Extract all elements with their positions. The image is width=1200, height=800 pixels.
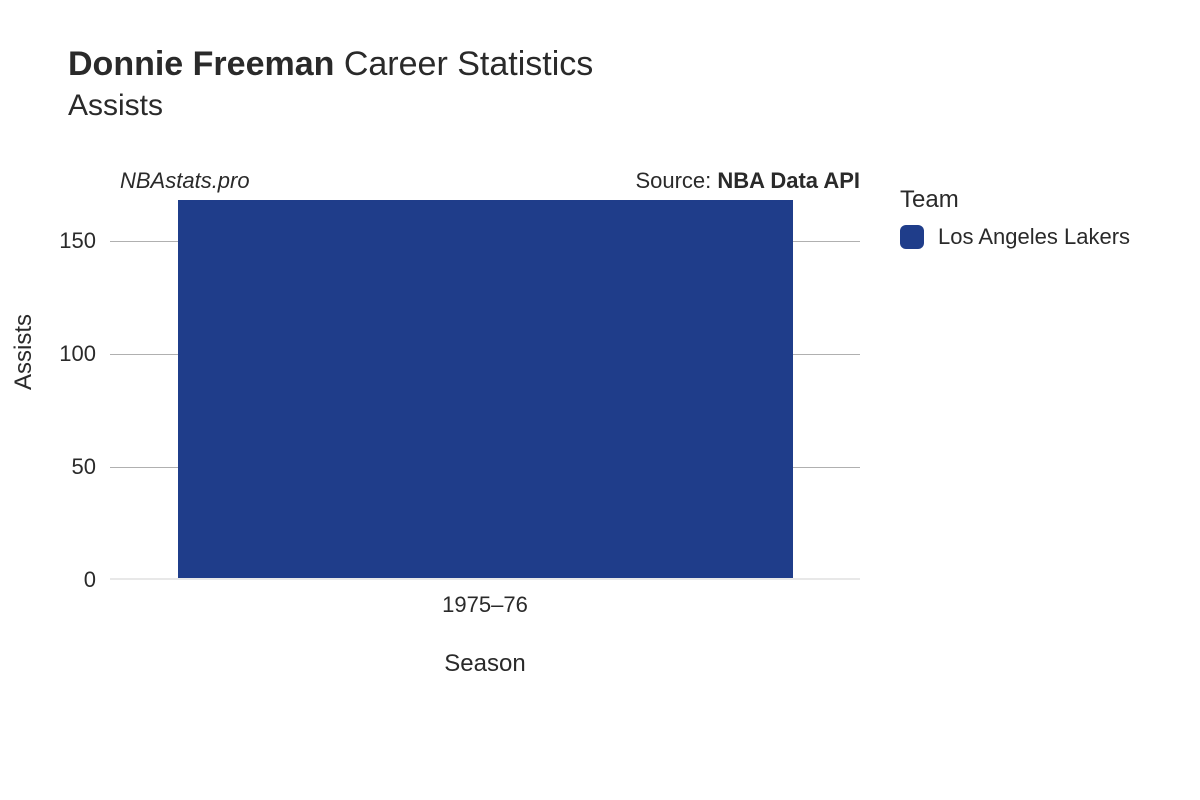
grid-line [793,241,861,242]
baseline [110,578,860,580]
grid-line [110,354,178,355]
legend-swatch [900,225,924,249]
title-block: Donnie Freeman Career Statistics Assists [68,44,593,123]
bar [178,200,793,578]
y-tick-label: 50 [36,454,96,480]
grid-line [110,241,178,242]
source-value: NBA Data API [717,168,860,193]
title-bold: Donnie Freeman [68,45,334,83]
chart-title: Donnie Freeman Career Statistics [68,44,593,85]
y-axis-title: Assists [10,314,38,390]
plot-area: 1975–76050100150 [110,200,860,580]
legend-title: Team [900,186,1130,214]
grid-line [110,467,178,468]
chart-container: Donnie Freeman Career Statistics Assists… [0,0,1200,800]
y-tick-label: 150 [36,228,96,254]
chart-subtitle: Assists [68,89,593,123]
legend: Team Los Angeles Lakers [900,186,1130,250]
watermark-site: NBAstats.pro [120,168,250,194]
y-tick-label: 0 [36,567,96,593]
source-label: Source: [635,168,717,193]
x-axis-title: Season [444,650,525,678]
title-regular: Career Statistics [334,45,593,83]
grid-line [793,354,861,355]
legend-item: Los Angeles Lakers [900,224,1130,250]
x-tick-label: 1975–76 [442,592,528,618]
y-tick-label: 100 [36,341,96,367]
source-attribution: Source: NBA Data API [635,168,860,194]
grid-line [793,467,861,468]
legend-label: Los Angeles Lakers [938,224,1130,250]
